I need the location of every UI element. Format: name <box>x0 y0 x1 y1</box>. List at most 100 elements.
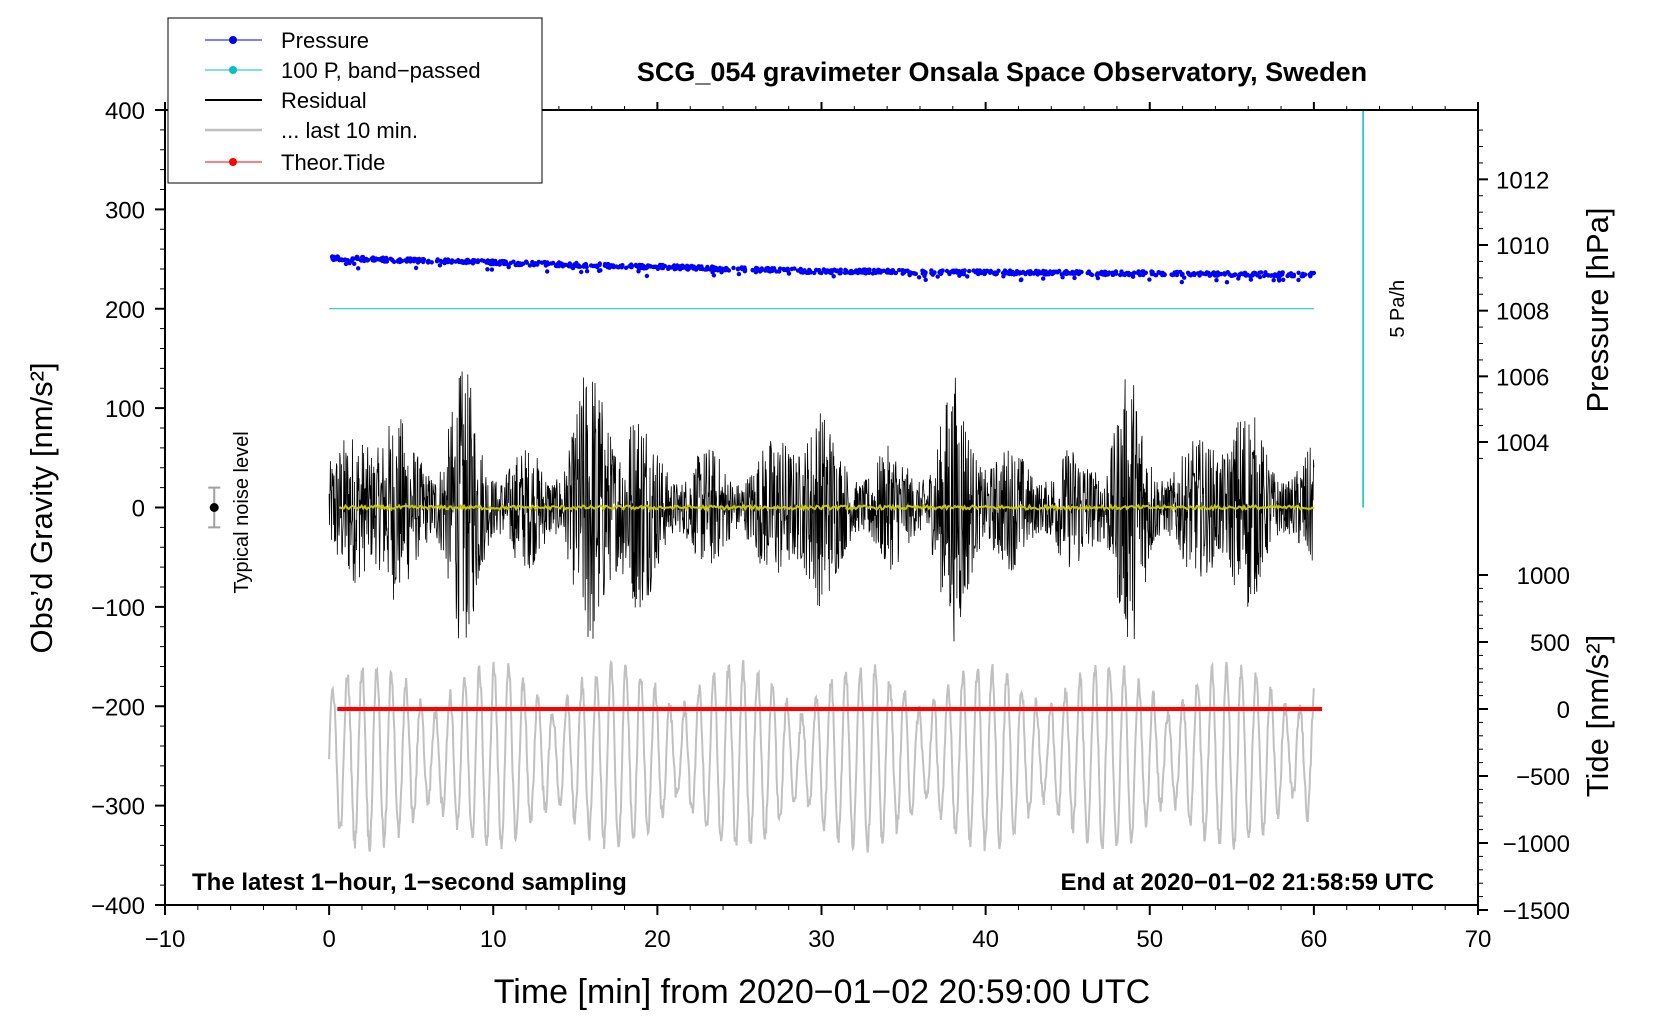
pressure-point <box>975 268 980 273</box>
svg-text:... last 10 min.: ... last 10 min. <box>281 118 418 143</box>
pressure-point <box>1252 270 1257 275</box>
pressure-point <box>666 264 672 270</box>
x-tick-label: 60 <box>1301 926 1328 953</box>
svg-text:100 P, band−passed: 100 P, band−passed <box>281 58 481 83</box>
residual-smooth-series <box>338 503 1315 512</box>
pressure-point <box>1281 277 1286 282</box>
pressure-point <box>590 263 596 269</box>
pressure-point <box>843 267 848 273</box>
pressure-point <box>819 270 824 276</box>
pressure-point <box>1296 277 1301 283</box>
pressure-point <box>1272 272 1278 277</box>
pressure-point <box>1233 272 1238 277</box>
pressure-point <box>570 265 576 271</box>
pressure-point <box>343 261 349 267</box>
pressure-point <box>1162 272 1167 277</box>
residual-series <box>328 371 1315 642</box>
pressure-point <box>713 266 718 271</box>
pressure-point <box>382 259 387 264</box>
pressure-point <box>437 263 443 268</box>
y-tick-label: 0 <box>132 496 145 523</box>
pressure-point <box>518 261 523 266</box>
pressure-point <box>1074 269 1080 274</box>
pressure-point <box>837 271 842 276</box>
pressure-point <box>798 266 803 272</box>
pressure-point <box>1271 278 1276 283</box>
pressure-point <box>435 257 440 262</box>
pressure-point <box>539 260 545 265</box>
pressure-point <box>887 268 892 274</box>
pressure-point <box>494 261 499 267</box>
pressure-point <box>1307 272 1312 277</box>
pressure-point <box>1123 271 1128 276</box>
pressure-point <box>736 266 741 271</box>
pressure-point <box>798 270 804 275</box>
pressure-point <box>1131 270 1137 275</box>
pressure-point <box>1296 270 1301 275</box>
pressure-point <box>736 271 742 277</box>
pressure-point <box>944 268 950 274</box>
pressure-point <box>989 269 994 275</box>
pressure-point <box>443 259 449 264</box>
pressure-point <box>531 261 536 267</box>
legend-item-tide: Theor.Tide <box>205 150 385 175</box>
pressure-point <box>551 260 556 266</box>
pressure-point <box>429 260 434 265</box>
pressure-point <box>633 262 639 268</box>
pressure-point <box>1214 278 1219 283</box>
pressure-point <box>698 266 703 271</box>
y-axis-gravity: 400 300 200 100 0 −100 −200 −300 −400 <box>91 98 165 920</box>
pressure-point <box>1136 269 1141 274</box>
x-axis-label: Time [min] from 2020−01−02 20:59:00 UTC <box>494 973 1150 1011</box>
pressure-point <box>1207 273 1212 278</box>
y-axis-tide: 1000 500 0 −500 −1000 −1500 <box>1478 563 1570 925</box>
pressure-point <box>719 268 724 273</box>
y-axis-label: Obs’d Gravity [nm/s²] <box>24 362 59 653</box>
pressure-point <box>453 259 458 264</box>
pressure-point <box>337 257 342 263</box>
pressure-point <box>1275 272 1281 277</box>
pressure-point <box>1185 270 1191 275</box>
pressure-point <box>755 266 760 271</box>
pressure-point <box>1153 273 1159 278</box>
pressure-point <box>900 268 905 273</box>
pressure-point <box>417 256 422 262</box>
pressure-point <box>1216 271 1221 277</box>
pressure-point <box>567 261 573 266</box>
pressure-point <box>766 268 771 273</box>
chart-title: SCG_054 gravimeter Onsala Space Observat… <box>637 57 1367 87</box>
y-tick-label: 100 <box>105 396 145 423</box>
y-tick-label: −100 <box>91 595 145 622</box>
last-10-min-series <box>328 659 1315 853</box>
pressure-point <box>623 265 629 270</box>
pressure-point <box>1100 270 1105 275</box>
pressure-point <box>1195 271 1201 276</box>
pressure-point <box>750 267 755 273</box>
pressure-point <box>439 259 444 265</box>
pressure-point <box>1179 272 1185 278</box>
noise-level-indicator <box>208 486 221 529</box>
pressure-point <box>475 259 481 265</box>
pressure-point <box>1149 271 1155 277</box>
pressure-point <box>922 273 927 279</box>
pressure-point <box>335 254 340 259</box>
sampling-annotation: The latest 1−hour, 1−second sampling <box>192 869 627 896</box>
pressure-point <box>456 259 462 265</box>
pressure-point <box>1110 272 1115 277</box>
pressure-point <box>356 266 361 271</box>
pressure-point <box>1137 272 1143 278</box>
pressure-point <box>380 255 386 260</box>
pressure-tick-label: 1008 <box>1496 299 1549 326</box>
pressure-point <box>1191 271 1197 276</box>
pressure-point <box>524 260 529 265</box>
svg-text:Theor.Tide: Theor.Tide <box>281 150 385 175</box>
pressure-point <box>384 255 389 261</box>
pressure-point <box>679 263 685 268</box>
pressure-point <box>449 260 454 265</box>
pressure-point <box>350 257 355 263</box>
pressure-point <box>1268 273 1274 278</box>
pressure-point <box>897 267 902 273</box>
pressure-point <box>1050 271 1055 277</box>
pressure-point <box>812 270 817 276</box>
